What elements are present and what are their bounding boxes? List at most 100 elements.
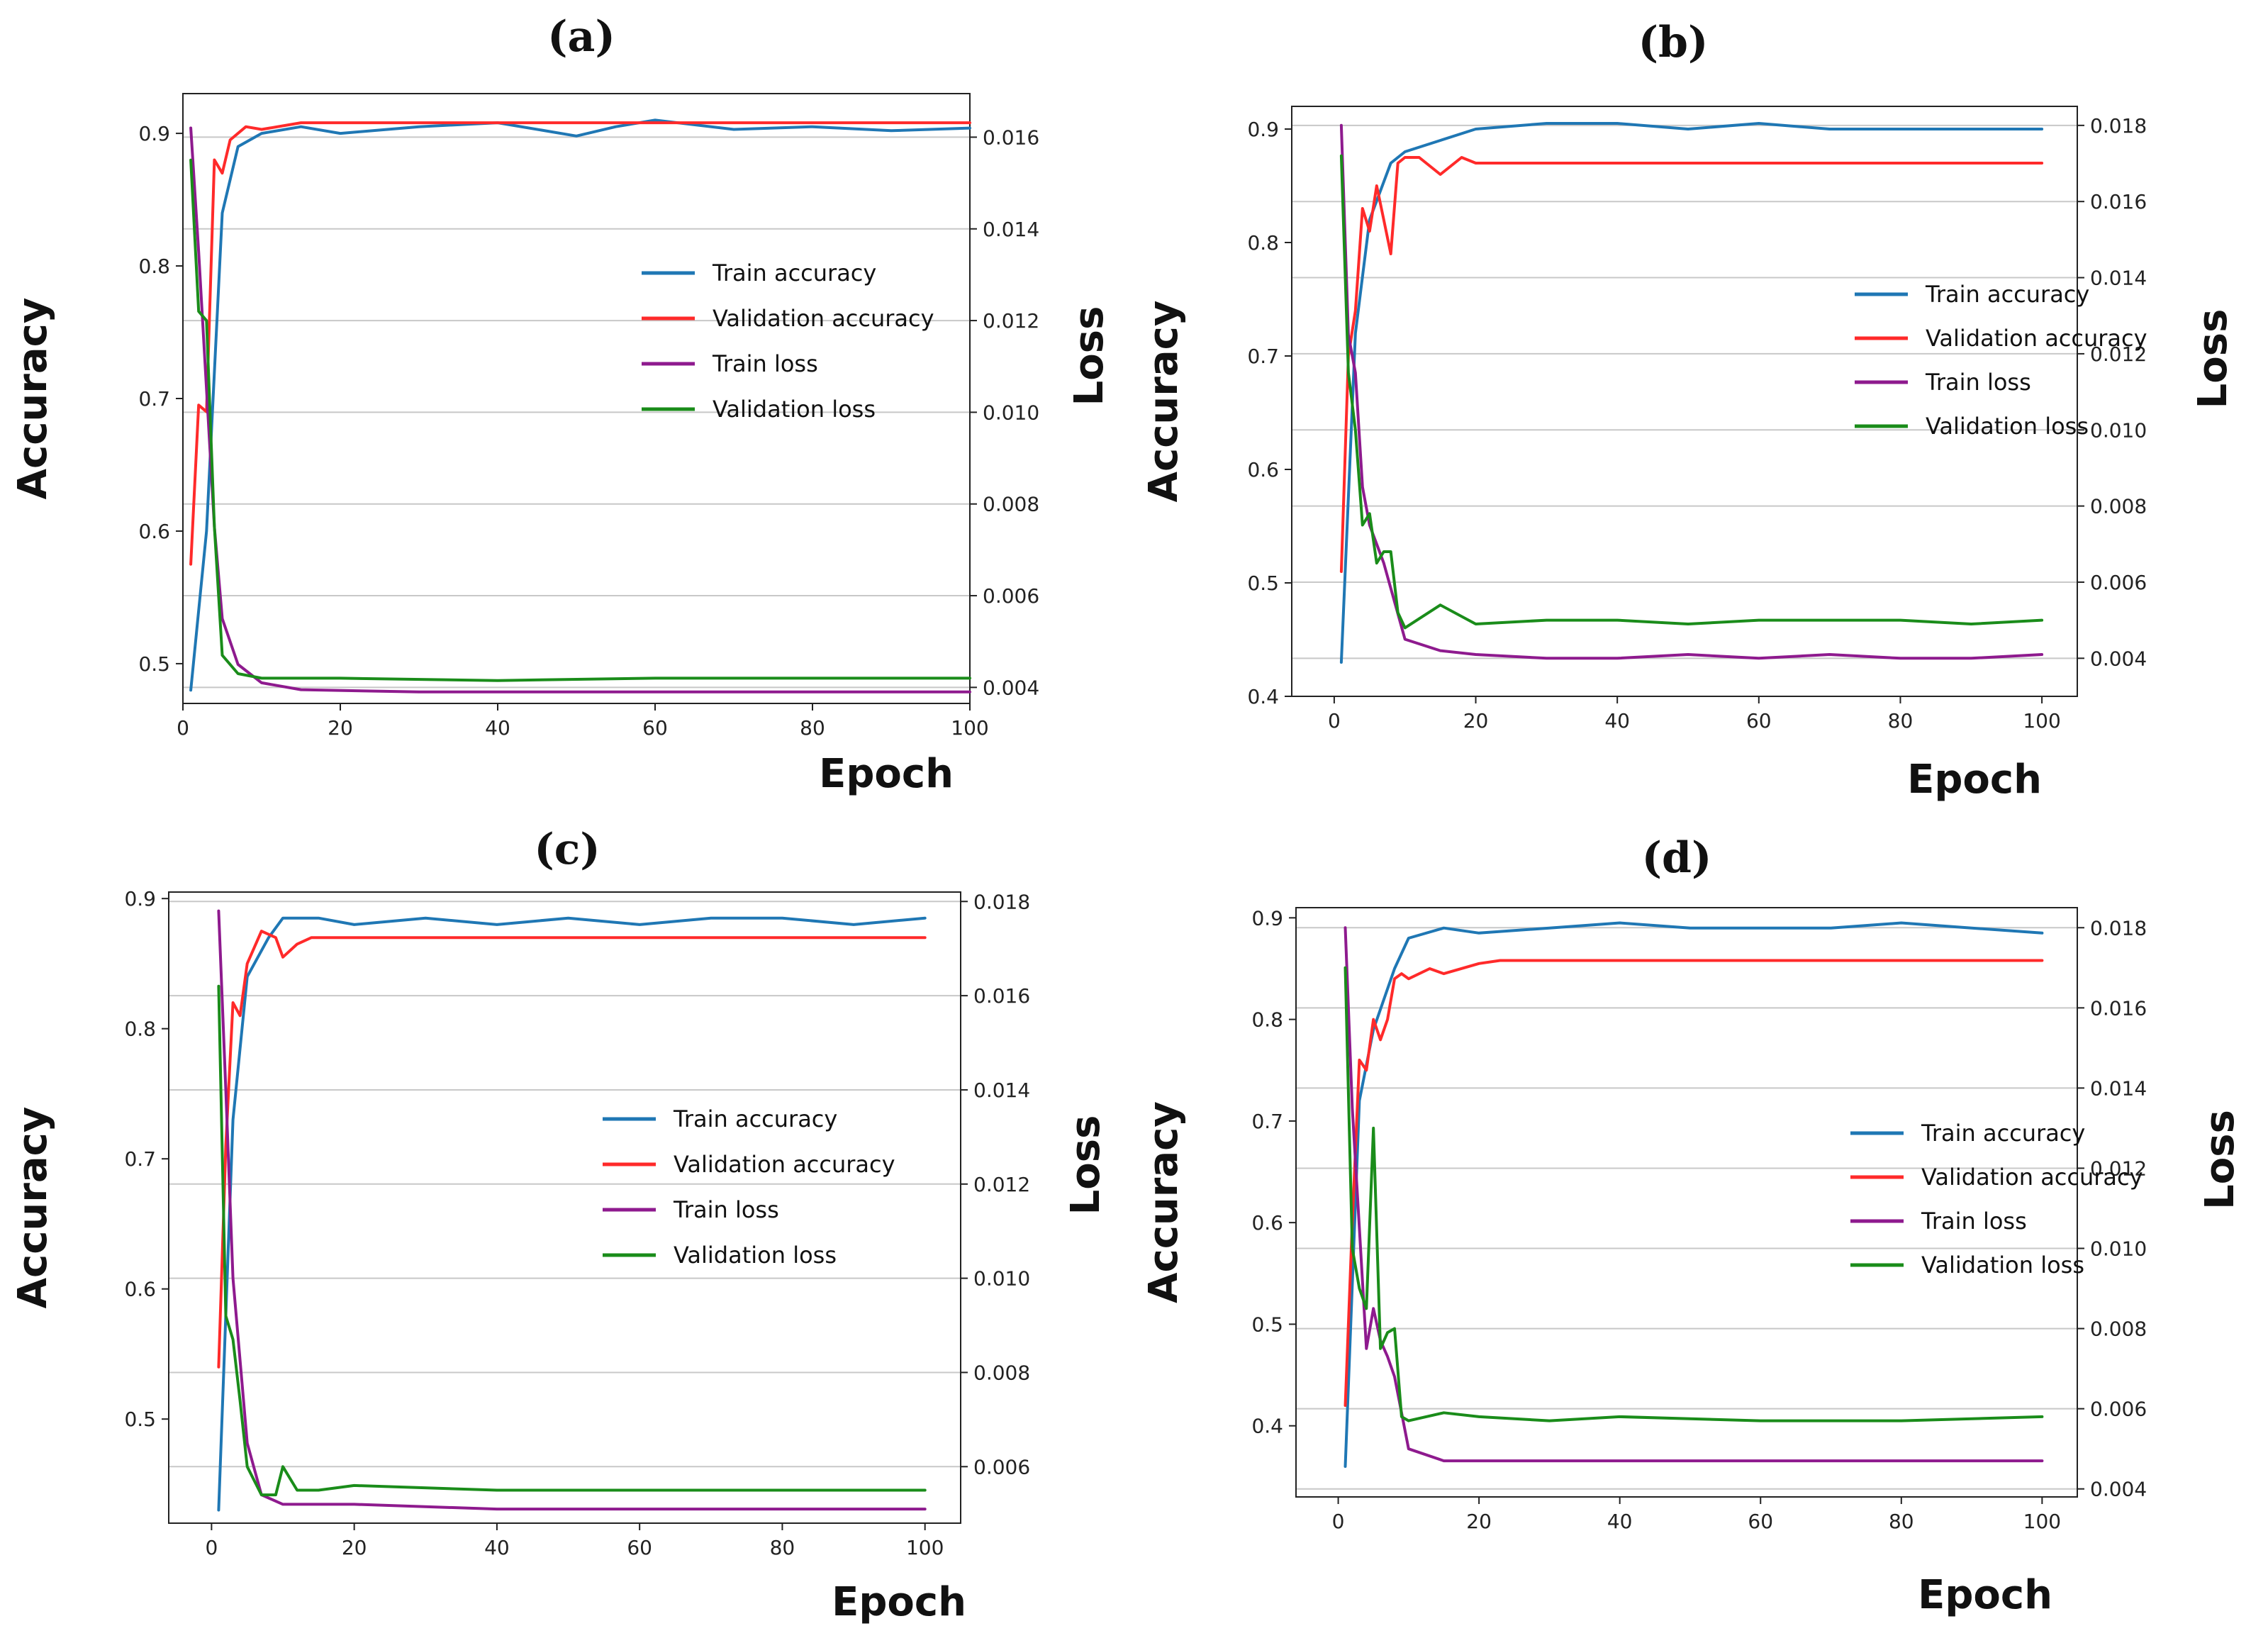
y2-axis-title: Loss [2197,1110,2243,1210]
x-tick-label: 100 [2023,1510,2061,1533]
y-tick-label: 0.7 [1247,345,1279,368]
x-tick-label: 80 [1888,709,1914,733]
y2-tick-label: 0.018 [2090,114,2147,138]
y2-tick-label: 0.014 [973,1079,1030,1102]
chart-panel-a: (a) 0 20 40 60 80 100 0.5 0.6 0.7 0.8 0.9 0.004 0.006… [0,0,1134,821]
y2-tick-label: 0.004 [2090,647,2147,670]
legend-label-validation-loss: Validation loss [674,1242,837,1269]
y-tick-label: 0.6 [1251,1211,1283,1235]
y-axis-title: Accuracy [10,298,56,500]
x-tick-label: 40 [1604,709,1630,733]
legend-label-validation-accuracy: Validation accuracy [1921,1164,2143,1191]
y-tick-label: 0.9 [1247,118,1279,141]
series-line-validation-accuracy [217,930,927,1369]
series-line-train-loss [1344,926,2044,1463]
x-axis-title: Epoch [819,751,954,797]
y2-tick-label: 0.016 [973,984,1030,1008]
x-tick-label: 80 [1889,1510,1914,1533]
x-axis-title: Epoch [1907,757,2042,803]
y2-axis-title: Loss [1066,306,1112,406]
x-tick-label: 100 [906,1536,944,1559]
series-line-train-accuracy [1339,122,2044,664]
y-tick-label: 0.6 [124,1278,156,1301]
legend-label-train-accuracy: Train accuracy [712,260,876,286]
y2-tick-label: 0.014 [983,218,1039,241]
y2-tick-label: 0.014 [2090,1076,2147,1100]
series-line-validation-loss [189,158,971,682]
legend-label-validation-accuracy: Validation accuracy [713,305,934,332]
y-tick-label: 0.6 [1247,458,1279,481]
y2-axis-title: Loss [2190,309,2236,409]
y2-tick-label: 0.016 [2090,190,2147,213]
x-tick-label: 0 [1328,709,1341,733]
y2-tick-label: 0.008 [983,493,1039,516]
x-tick-label: 0 [205,1536,218,1559]
series-line-validation-loss [1339,154,2044,630]
legend-label-train-loss: Train loss [712,350,818,377]
y-tick-label: 0.4 [1247,685,1279,708]
plot-frame [1295,907,2078,1498]
y2-tick-label: 0.006 [2090,571,2147,594]
chart-panel-c: (c) 0 20 40 60 80 100 0.5 0.6 0.7 0.8 0.9 0.006 0.008… [0,821,1134,1643]
y-tick-label: 0.5 [1247,572,1279,595]
y2-tick-label: 0.012 [973,1173,1030,1196]
legend-label-train-accuracy: Train accuracy [1921,1120,2085,1147]
series-line-train-loss [1339,123,2044,660]
y2-tick-label: 0.006 [983,584,1039,608]
y-tick-label: 0.9 [138,122,170,145]
legend-label-train-accuracy: Train accuracy [673,1105,837,1132]
y2-tick-label: 0.008 [973,1361,1030,1384]
series-line-train-loss [189,126,971,694]
chart-svg: (b) 0 20 40 60 80 100 0.4 0.5 0.6 0.7 0.8 0.9 0.004 0.… [1141,18,2236,803]
x-tick-label: 0 [1332,1510,1345,1533]
y2-tick-label: 0.012 [2090,1157,2147,1180]
y2-tick-label: 0.014 [2090,267,2147,290]
series-line-train-accuracy [217,916,927,1512]
y2-tick-label: 0.004 [983,676,1039,699]
y-tick-label: 0.6 [138,520,170,543]
y-axis-title: Accuracy [1141,301,1187,503]
y-axis-title: Accuracy [1141,1101,1187,1303]
legend-label-validation-loss: Validation loss [713,396,876,423]
x-tick-label: 100 [2023,709,2060,733]
series-line-validation-accuracy [1339,156,2044,573]
panel-label: (a) [547,12,615,62]
series-line-validation-loss [1344,966,2044,1422]
y-tick-label: 0.9 [124,887,156,910]
x-tick-label: 80 [770,1536,795,1559]
y2-tick-label: 0.010 [2090,418,2147,442]
chart-panel-b: (b) 0 20 40 60 80 100 0.4 0.5 0.6 0.7 0.8 0.9 0.004 0.… [1134,0,2268,821]
plot-frame [168,891,961,1524]
y-tick-label: 0.7 [124,1147,156,1171]
y-tick-label: 0.8 [1247,231,1279,255]
legend-label-validation-accuracy: Validation accuracy [1926,325,2147,352]
x-tick-label: 60 [1748,1510,1773,1533]
legend-label-validation-loss: Validation loss [1926,413,2089,440]
x-tick-label: 60 [627,1536,652,1559]
y2-tick-label: 0.004 [2090,1478,2147,1501]
x-tick-label: 40 [485,716,510,740]
x-tick-label: 20 [328,716,353,740]
series-line-validation-accuracy [1344,959,2044,1408]
y-tick-label: 0.4 [1251,1415,1283,1438]
legend-label-train-loss: Train loss [1921,1208,2027,1235]
y2-tick-label: 0.016 [983,126,1039,149]
legend-label-validation-loss: Validation loss [1921,1252,2084,1279]
x-tick-label: 40 [484,1536,510,1559]
chart-svg: (d) 0 20 40 60 80 100 0.4 0.5 0.6 0.7 0.8 0.9 0.004 0.… [1141,833,2243,1618]
panel-label: (b) [1638,18,1709,67]
y-tick-label: 0.8 [138,255,170,278]
x-tick-label: 100 [951,716,988,740]
legend-label-train-loss: Train loss [673,1196,779,1223]
x-tick-label: 60 [642,716,668,740]
x-tick-label: 20 [1466,1510,1492,1533]
y2-tick-label: 0.016 [2090,996,2147,1020]
panel-label: (c) [534,825,600,874]
y-tick-label: 0.9 [1251,906,1283,930]
y-tick-label: 0.5 [124,1408,156,1431]
y2-tick-label: 0.008 [2090,495,2147,518]
y2-tick-label: 0.010 [2090,1237,2147,1261]
series-line-train-accuracy [1344,921,2044,1468]
chart-svg: (c) 0 20 40 60 80 100 0.5 0.6 0.7 0.8 0.9 0.006 0.008… [10,825,1109,1625]
y2-tick-label: 0.010 [973,1267,1030,1291]
